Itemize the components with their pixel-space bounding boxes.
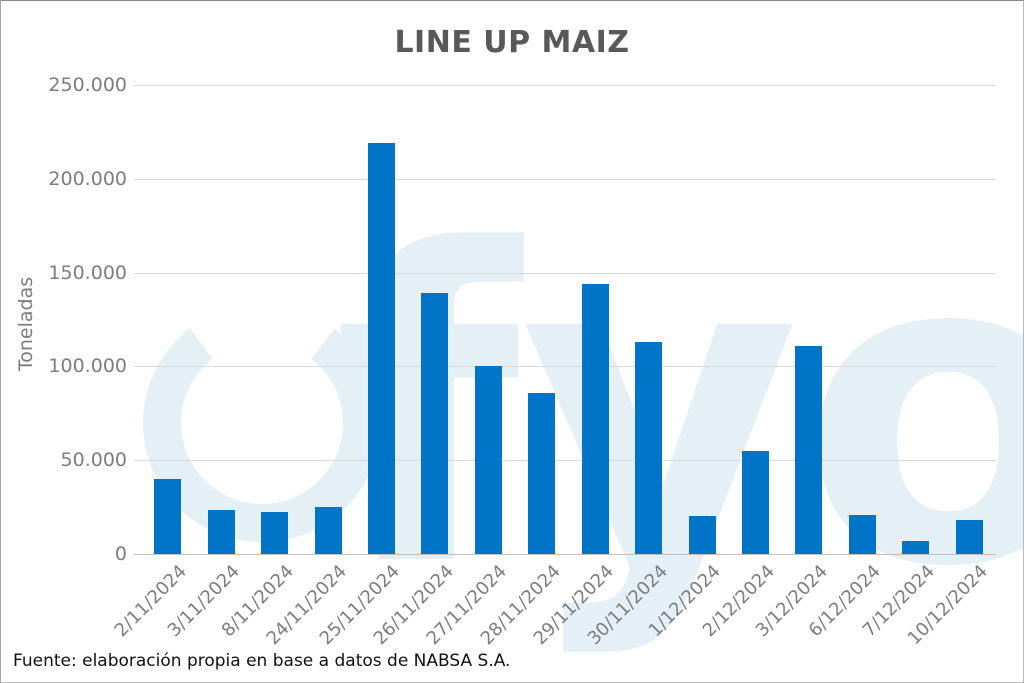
gridline xyxy=(134,366,996,368)
bar xyxy=(154,478,182,554)
gridline xyxy=(134,178,996,180)
bar xyxy=(902,540,930,554)
bar xyxy=(421,293,449,554)
gridline xyxy=(134,85,996,86)
bar xyxy=(742,450,770,554)
bar xyxy=(848,514,876,554)
bar xyxy=(314,507,342,554)
bar xyxy=(528,392,556,554)
bar xyxy=(795,345,823,554)
bar xyxy=(955,520,983,554)
y-axis-tick-label: 150.000 xyxy=(48,261,127,284)
source-note: Fuente: elaboración propia en base a dat… xyxy=(13,651,511,671)
bar xyxy=(635,342,663,554)
bar xyxy=(261,511,289,554)
bar xyxy=(367,143,395,554)
bar xyxy=(474,366,502,554)
y-axis-tick-label: 0 xyxy=(114,543,127,565)
gridline xyxy=(134,460,996,462)
y-axis-tick-label: 50.000 xyxy=(60,449,127,472)
y-axis-tick-label: 200.000 xyxy=(48,167,127,190)
bar xyxy=(207,509,235,554)
gridline xyxy=(134,272,996,274)
x-axis-line xyxy=(134,554,996,555)
bar xyxy=(581,283,609,554)
chart-title: LINE UP MAIZ xyxy=(394,25,630,60)
bar xyxy=(688,516,716,554)
y-axis-tick-label: 250.000 xyxy=(48,74,127,96)
y-axis-tick-label: 100.000 xyxy=(48,355,127,378)
